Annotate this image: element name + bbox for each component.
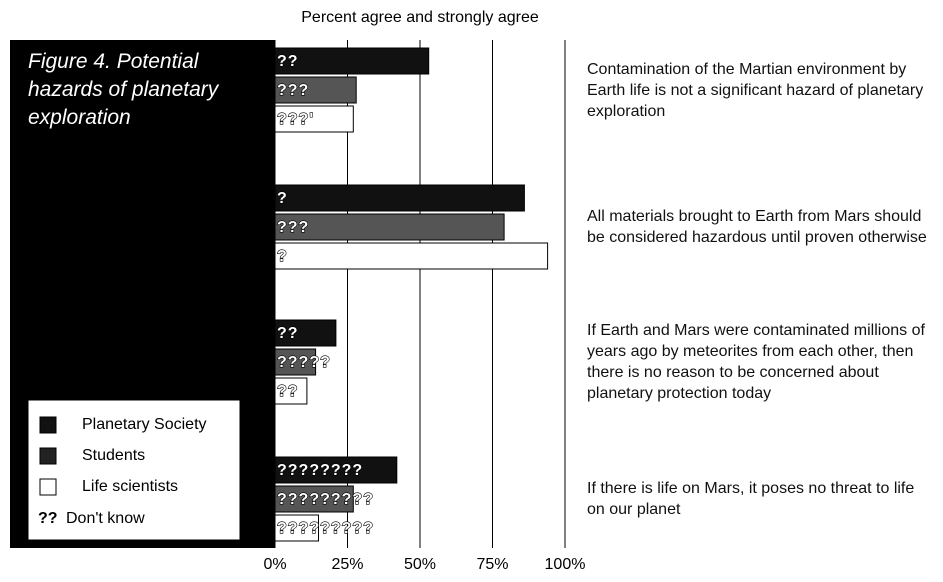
bar [274,348,317,376]
category-label: If there is life on Mars, it poses no th… [587,480,915,518]
category-label: Contamination of the Martian environment… [587,60,924,120]
dont-know-mark: ? [277,190,288,207]
dont-know-mark: ????????? [277,520,374,537]
bar [274,76,357,104]
dont-know-mark: ??? [277,219,309,236]
x-tick-label: 100% [545,556,586,573]
dont-know-mark: ? [277,248,288,265]
legend-swatch [39,416,57,434]
bar [274,377,308,405]
bar [274,105,354,133]
bar [274,184,525,212]
x-tick-label: 25% [331,556,363,573]
legend-symbol: ?? [38,510,58,527]
bar [274,47,430,75]
bar [274,319,337,347]
bar [274,242,549,270]
dont-know-mark: ???' [277,111,314,128]
category-label: All materials brought to Earth from Mars… [587,208,927,246]
legend-box [27,399,241,541]
x-tick-label: 75% [476,556,508,573]
bar [274,213,505,241]
x-axis-title: Percent agree and strongly agree [301,9,539,26]
legend-label: Students [82,447,145,464]
dont-know-mark: ????????? [277,491,374,508]
dont-know-mark: ?? [277,53,299,70]
dont-know-mark: ????? [277,354,331,371]
chart-title: Figure 4. Potential hazards of planetary… [28,50,219,129]
x-tick-label: 0% [263,556,286,573]
legend-label: Planetary Society [82,416,207,433]
legend-swatch [39,447,57,465]
legend-label: Life scientists [82,478,178,495]
bar [274,485,354,513]
dont-know-mark: ???????? [277,462,363,479]
bar [274,514,319,542]
dont-know-mark: ?? [277,325,299,342]
category-label: If Earth and Mars were contaminated mill… [587,322,925,402]
legend-swatch [39,478,57,496]
x-tick-label: 50% [404,556,436,573]
legend-label: Don't know [66,510,145,527]
dont-know-mark: ?? [277,383,299,400]
dont-know-mark: ??? [277,82,309,99]
bar [274,456,398,484]
